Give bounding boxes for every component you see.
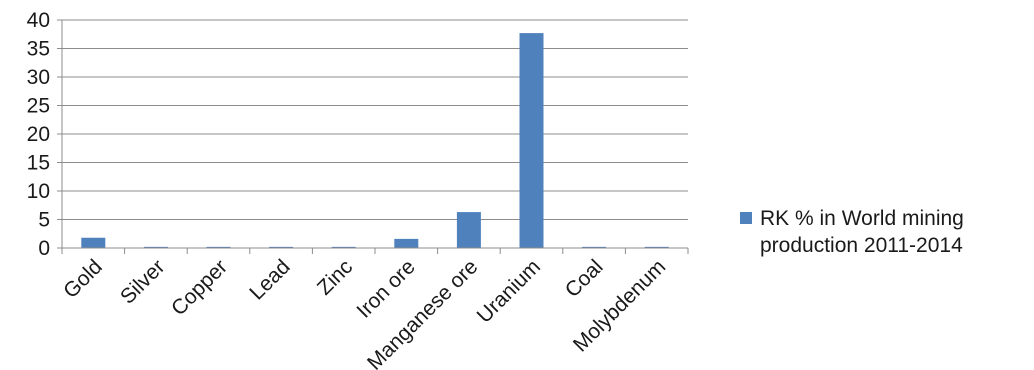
bar-iron-ore bbox=[394, 238, 419, 248]
bar-manganese-ore bbox=[456, 212, 481, 248]
y-tick-label: 5 bbox=[38, 209, 50, 232]
bar-coal bbox=[582, 246, 607, 248]
bar-copper bbox=[206, 246, 231, 248]
bar-molybdenum bbox=[644, 246, 669, 248]
bar-lead bbox=[269, 246, 294, 248]
legend-label: RK % in World mining production 2011-201… bbox=[760, 207, 964, 257]
bar-zinc bbox=[331, 246, 356, 248]
y-tick-label: 30 bbox=[27, 66, 50, 89]
x-tick-label: Uranium bbox=[473, 255, 545, 327]
y-tick-label: 10 bbox=[27, 180, 50, 203]
x-tick-label: Silver bbox=[116, 255, 169, 308]
legend: RK % in World mining production 2011-201… bbox=[740, 205, 1034, 259]
y-tick-label: 25 bbox=[27, 95, 50, 118]
x-tick-label: Coal bbox=[561, 255, 608, 302]
y-tick-label: 15 bbox=[27, 152, 50, 175]
x-tick-label: Lead bbox=[245, 255, 294, 304]
y-tick-label: 35 bbox=[27, 38, 50, 61]
x-tick-label: Gold bbox=[59, 255, 107, 303]
legend-swatch bbox=[740, 212, 752, 224]
y-tick-label: 40 bbox=[27, 9, 50, 32]
x-tick-label: Copper bbox=[167, 255, 232, 320]
x-tick-label: Zinc bbox=[313, 255, 357, 299]
bar-gold bbox=[81, 237, 106, 248]
y-tick-label: 20 bbox=[27, 123, 50, 146]
x-tick-label: Manganese ore bbox=[363, 255, 482, 370]
y-tick-label: 0 bbox=[38, 237, 50, 260]
bar-silver bbox=[143, 246, 168, 248]
bar-uranium bbox=[519, 33, 544, 248]
